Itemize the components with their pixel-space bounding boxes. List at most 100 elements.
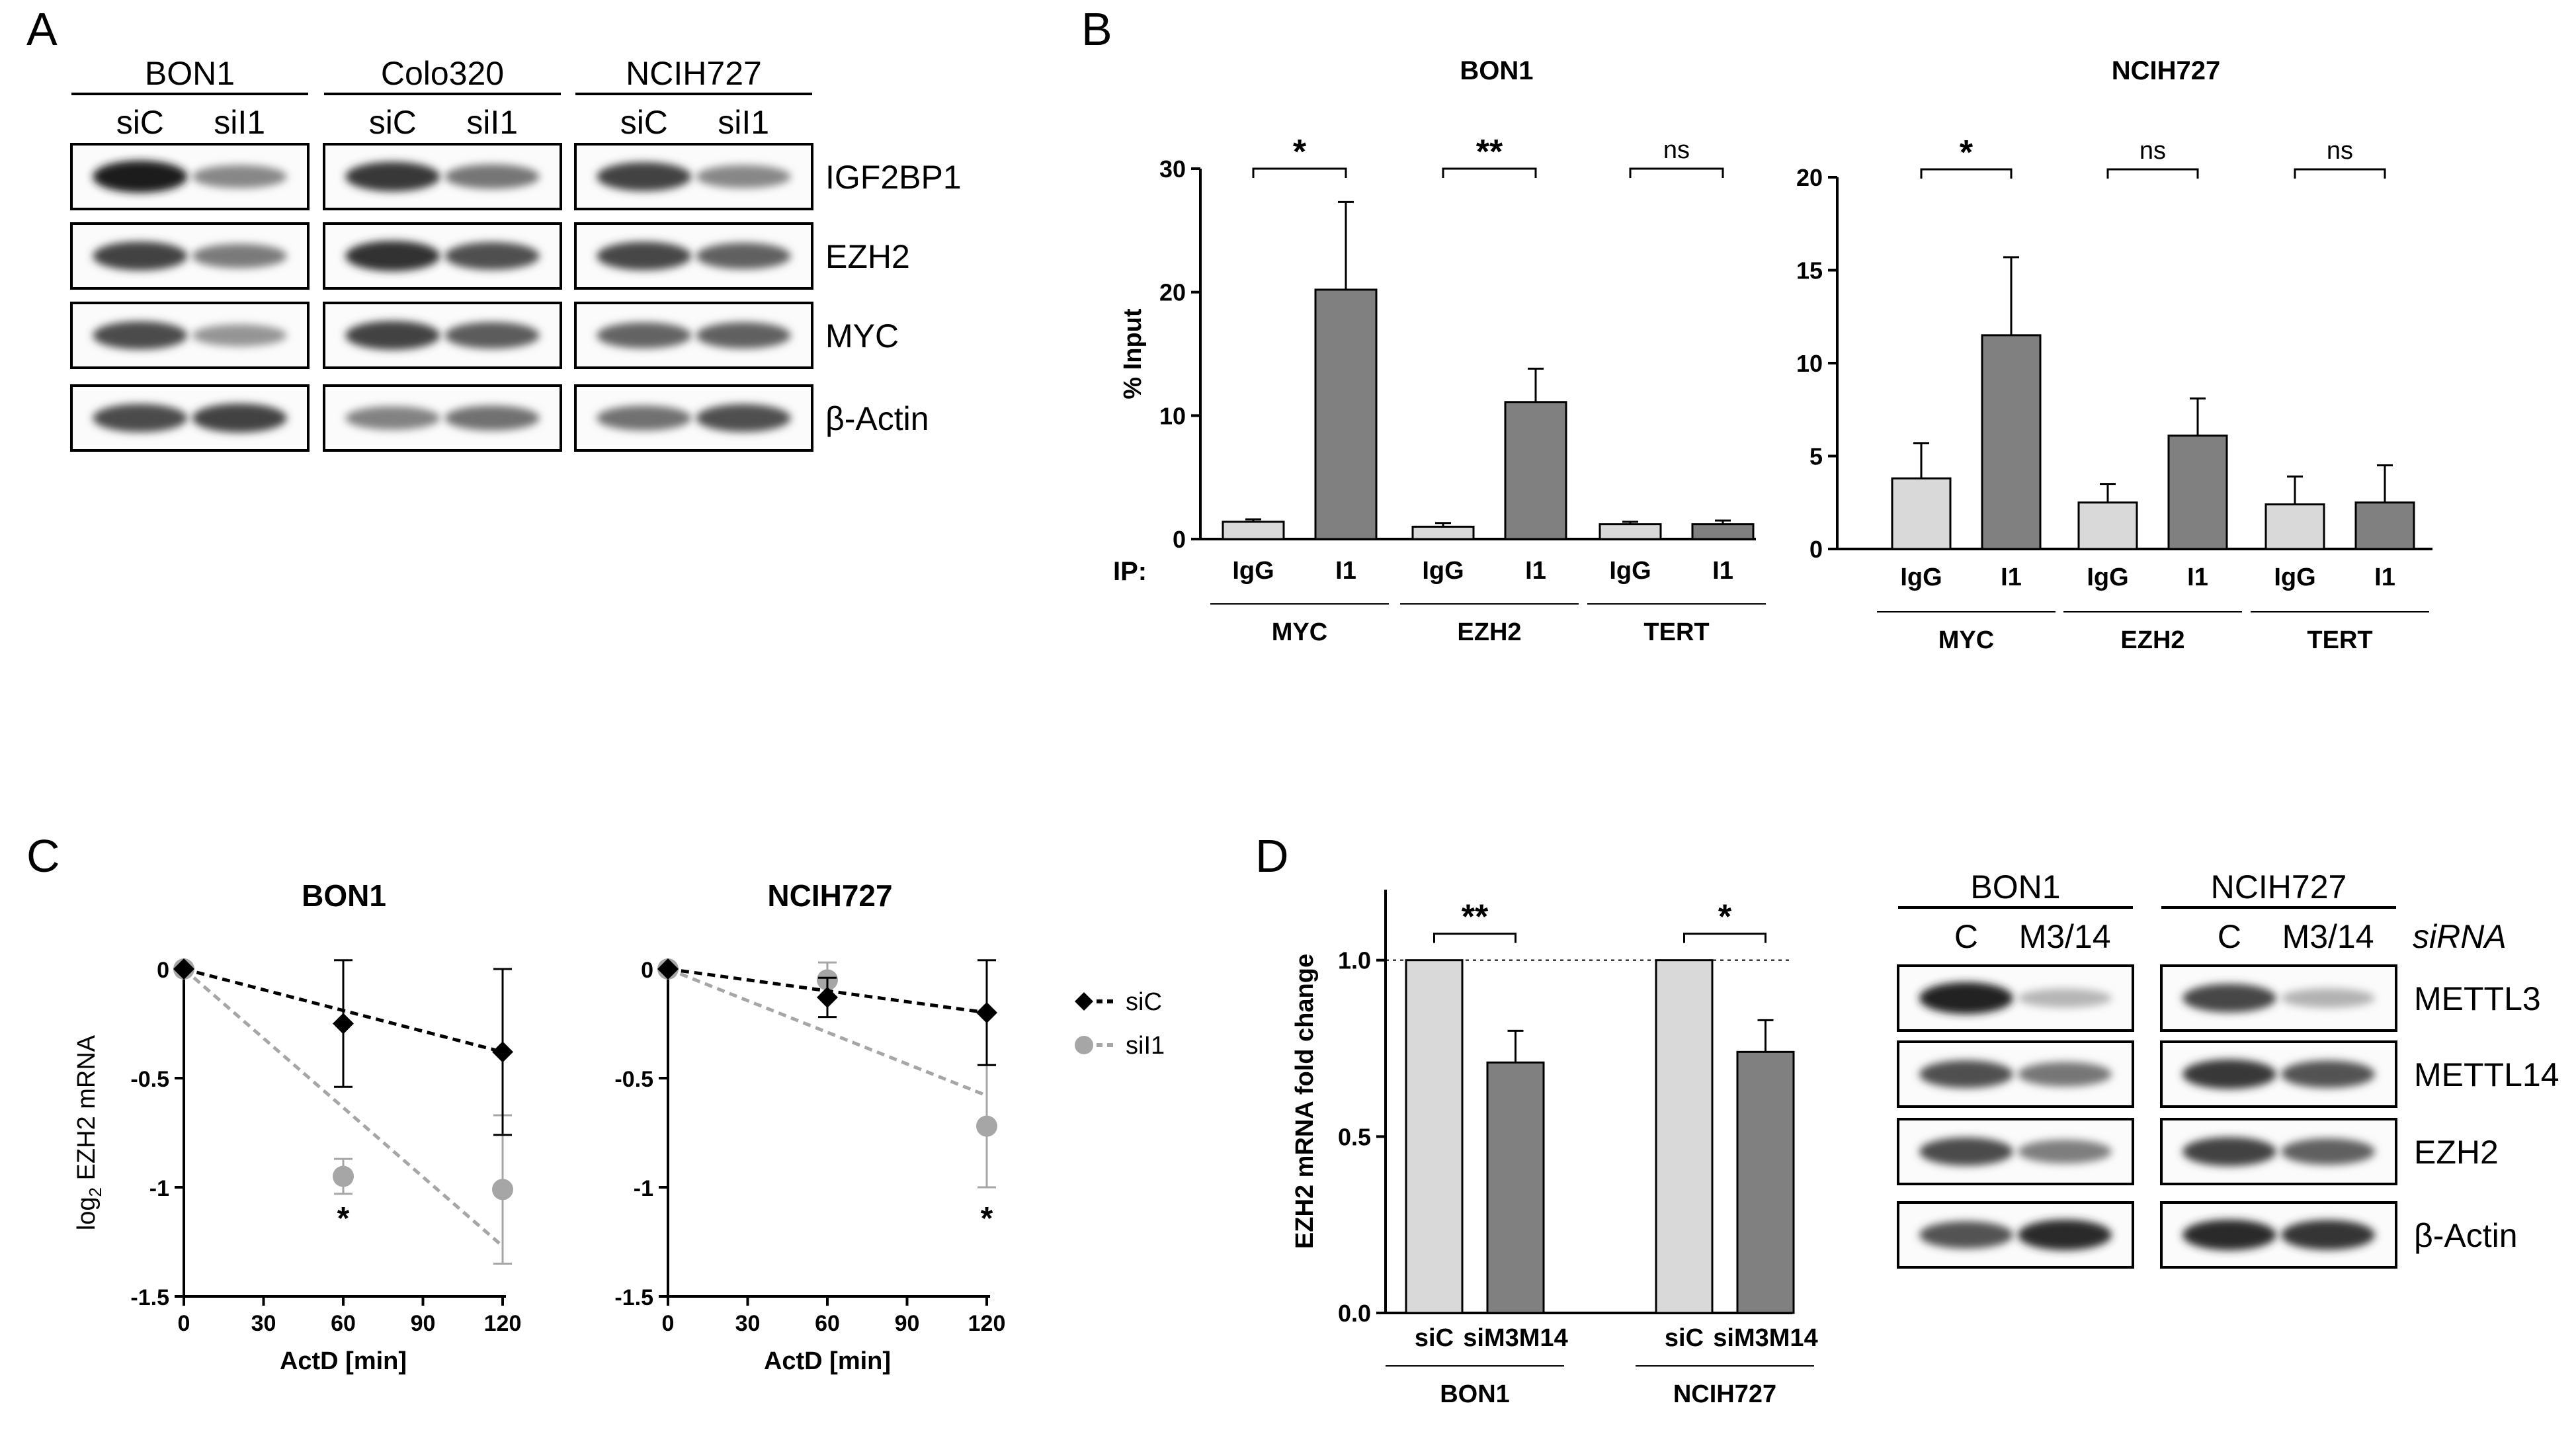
bar-i1-tert: [2354, 501, 2415, 550]
blot-band: [345, 321, 440, 350]
chart-b-bon1: BON1 0 10 20 30 % Input IgG I1 * MYC IgG I1 ** EZH2 Ig…: [1119, 56, 1766, 646]
bar-sub-label: siC: [1415, 1324, 1454, 1352]
blot-band: [2018, 1219, 2112, 1251]
bar-sub-label: I1: [2187, 564, 2208, 591]
group-label: BON1: [1440, 1380, 1510, 1408]
panel-letter-c: C: [26, 830, 60, 882]
western-blot-a: BON1 siC siI1 Colo320 siC siI1 NCIH727 siC siI1 I…: [70, 55, 962, 452]
x-axis-label: ActD [min]: [280, 1347, 407, 1375]
group-label: MYC: [1272, 618, 1327, 646]
chart-title: BON1: [1460, 56, 1533, 85]
blot-band: [93, 321, 188, 350]
blot-band: [1919, 982, 2013, 1015]
x-tick-label: 60: [331, 1311, 356, 1336]
chart-title: BON1: [302, 878, 386, 913]
blot-lane-label: M3/14: [2019, 918, 2111, 955]
blot-band: [444, 405, 540, 431]
blot-protein-label: β-Actin: [825, 400, 929, 437]
bar-igg-ezh2: [1411, 525, 1475, 540]
significance-mark: **: [1476, 133, 1503, 171]
blot-band: [597, 322, 692, 349]
x-tick-label: 60: [815, 1311, 840, 1336]
group-label: NCIH727: [1673, 1380, 1776, 1408]
blot-band: [1919, 1221, 2013, 1249]
blot-band: [444, 164, 540, 189]
blot-protein-label: EZH2: [825, 238, 910, 275]
blot-band: [696, 243, 791, 269]
y-axis-label: EZH2 mRNA fold change: [1291, 954, 1319, 1249]
significance-bracket: [1433, 933, 1517, 943]
panel-letter-d: D: [1255, 830, 1289, 882]
bar-i1-ezh2: [1504, 401, 1567, 540]
blot-band: [93, 403, 188, 433]
y-tick-label: -0.5: [614, 1067, 653, 1092]
chart-title: NCIH727: [2112, 56, 2221, 85]
significance-bracket: [1252, 167, 1347, 178]
blot-band: [2182, 1219, 2276, 1251]
significance-bracket: [1920, 168, 2013, 179]
blot-band: [597, 241, 692, 271]
legend-label-sic: siC: [1126, 988, 1162, 1016]
group-label: MYC: [1938, 626, 1994, 654]
y-tick-label: 0: [1809, 536, 1823, 563]
bar-sub-label: IgG: [1609, 557, 1651, 585]
x-tick-label: 0: [178, 1311, 190, 1336]
significance-bracket: [2294, 168, 2386, 179]
blot-band: [192, 165, 287, 189]
blot-band: [696, 403, 791, 433]
data-point-sic: [492, 1041, 513, 1063]
significance-mark: **: [1462, 898, 1489, 937]
significance-mark: ns: [1663, 136, 1690, 164]
data-point-sii1: [492, 1179, 513, 1201]
data-point-sic: [976, 1002, 997, 1023]
y-tick-label: 30: [1159, 155, 1186, 183]
bar-sub-label: I1: [1525, 557, 1546, 585]
blot-lane-label: siC: [369, 104, 417, 141]
blot-band: [345, 161, 440, 192]
blot-band: [2018, 1139, 2112, 1164]
significance-mark: *: [1960, 134, 1974, 172]
significance-mark: *: [981, 1201, 993, 1236]
legend-marker-sic: [1075, 992, 1093, 1011]
significance-bracket: [1442, 167, 1537, 178]
sirna-label: siRNA: [2413, 918, 2507, 955]
bar-igg-myc: [1222, 521, 1285, 540]
significance-mark: *: [337, 1201, 350, 1236]
significance-mark: ns: [2327, 137, 2353, 165]
bar-sub-label: IgG: [2274, 564, 2315, 591]
blot-band: [2018, 1062, 2112, 1087]
y-tick-label: 5: [1809, 443, 1823, 470]
blot-band: [192, 324, 287, 347]
data-point-sii1: [976, 1115, 997, 1137]
y-axis-label-log: log: [73, 1197, 101, 1230]
blot-band: [345, 240, 440, 272]
y-axis-label-rest: EZH2 mRNA: [73, 1034, 101, 1187]
fit-line-sii1: [183, 968, 504, 1247]
significance-mark: ns: [2140, 137, 2166, 165]
blot-protein-label: IGF2BP1: [825, 159, 962, 196]
bar-sub-label: siM3M14: [1463, 1324, 1567, 1352]
x-tick-label: 30: [735, 1311, 761, 1336]
blot-lane-label: siC: [620, 104, 668, 141]
blot-band: [597, 405, 692, 431]
group-label: EZH2: [1457, 618, 1521, 646]
y-tick-label: 20: [1159, 279, 1186, 306]
blot-lane-label: siI1: [466, 104, 518, 141]
chart-c-bon1: BON1 0 -0.5 -1 -1.5 0 30 60 90 120 ActD [min] log2 …: [73, 878, 521, 1375]
blot-band: [2182, 1059, 2276, 1089]
bar-sim3m14-bon1: [1486, 1061, 1545, 1314]
x-axis-label: ActD [min]: [764, 1347, 891, 1375]
chart-title: NCIH727: [767, 878, 892, 913]
blot-band: [444, 241, 540, 271]
blot-band: [2182, 1137, 2276, 1166]
group-label: TERT: [2307, 626, 2372, 654]
significance-mark: *: [1718, 898, 1732, 937]
blot-band: [696, 322, 791, 349]
blot-band: [2281, 1138, 2376, 1165]
bar-sic-bon1: [1405, 959, 1464, 1314]
group-label: EZH2: [2120, 626, 2184, 654]
y-tick-label: -1: [634, 1176, 653, 1201]
panel-letter-b: B: [1081, 3, 1112, 55]
blot-cell-line-label: BON1: [1970, 868, 2060, 906]
